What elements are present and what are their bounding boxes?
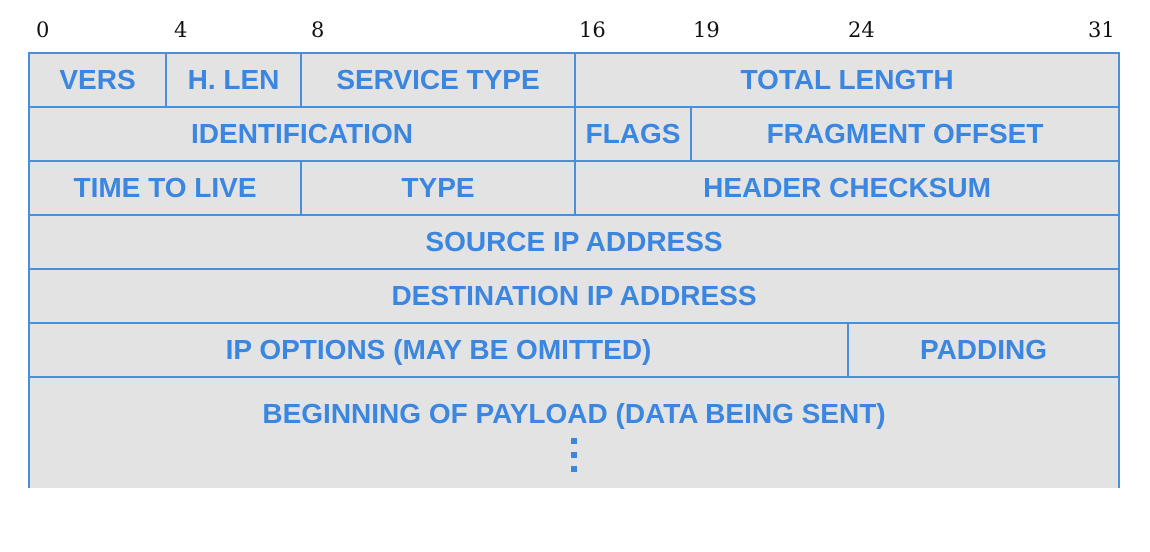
field-source-ip-address: SOURCE IP ADDRESS <box>28 214 1120 270</box>
field-flags: FLAGS <box>574 106 692 162</box>
bit-tick-24: 24 <box>848 18 875 42</box>
field-vers: VERS <box>28 52 167 108</box>
bit-position-ruler: 0 4 8 16 19 24 31 <box>0 0 1150 50</box>
header-row-1: VERS H. LEN SERVICE TYPE TOTAL LENGTH <box>28 52 1120 108</box>
ip-header-diagram: VERS H. LEN SERVICE TYPE TOTAL LENGTH ID… <box>28 52 1120 488</box>
header-row-2: IDENTIFICATION FLAGS FRAGMENT OFFSET <box>28 106 1120 162</box>
payload-label: BEGINNING OF PAYLOAD (DATA BEING SENT) <box>262 398 886 429</box>
field-ip-options: IP OPTIONS (MAY BE OMITTED) <box>28 322 849 378</box>
bit-tick-19: 19 <box>693 18 720 42</box>
field-header-checksum: HEADER CHECKSUM <box>574 160 1120 216</box>
field-total-length: TOTAL LENGTH <box>574 52 1120 108</box>
bit-tick-31: 31 <box>1088 18 1115 42</box>
field-padding: PADDING <box>847 322 1120 378</box>
vertical-ellipsis-icon <box>571 438 577 480</box>
field-destination-ip-address: DESTINATION IP ADDRESS <box>28 268 1120 324</box>
bit-tick-4: 4 <box>174 18 188 42</box>
header-row-5: DESTINATION IP ADDRESS <box>28 268 1120 324</box>
header-row-3: TIME TO LIVE TYPE HEADER CHECKSUM <box>28 160 1120 216</box>
field-time-to-live: TIME TO LIVE <box>28 160 302 216</box>
field-payload: BEGINNING OF PAYLOAD (DATA BEING SENT) <box>28 376 1120 488</box>
field-type: TYPE <box>300 160 576 216</box>
field-service-type: SERVICE TYPE <box>300 52 576 108</box>
header-row-4: SOURCE IP ADDRESS <box>28 214 1120 270</box>
bit-tick-8: 8 <box>311 18 325 42</box>
field-fragment-offset: FRAGMENT OFFSET <box>690 106 1120 162</box>
header-row-6: IP OPTIONS (MAY BE OMITTED) PADDING <box>28 322 1120 378</box>
bit-tick-0: 0 <box>36 18 50 42</box>
bit-tick-16: 16 <box>579 18 606 42</box>
field-header-length: H. LEN <box>165 52 302 108</box>
field-identification: IDENTIFICATION <box>28 106 576 162</box>
header-row-7: BEGINNING OF PAYLOAD (DATA BEING SENT) <box>28 376 1120 488</box>
